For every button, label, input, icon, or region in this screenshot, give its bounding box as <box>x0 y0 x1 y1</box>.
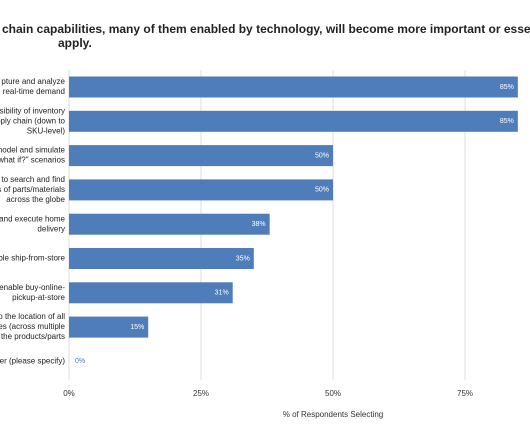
y-tick-label: SKU-level) <box>27 126 66 135</box>
x-tick-label: 0% <box>63 389 75 398</box>
bar <box>69 282 233 304</box>
value-label: 15% <box>130 324 144 331</box>
y-tick-label: to search and find <box>1 175 65 184</box>
value-label: 38% <box>252 221 266 228</box>
x-tick-label: 25% <box>193 389 209 398</box>
chart-title: apply. <box>58 36 92 50</box>
y-tick-label: pture and analyze <box>1 77 65 86</box>
chart-title: chain capabilities, many of them enabled… <box>2 22 530 36</box>
y-tick-label: what if?" scenarios <box>0 156 65 165</box>
value-label: 85% <box>500 84 514 91</box>
bar <box>69 110 518 132</box>
bar <box>69 248 254 269</box>
value-label: 31% <box>215 290 229 297</box>
y-tick-label: delivery <box>37 224 65 233</box>
y-tick-label: real-time demand <box>3 87 65 96</box>
x-axis-label: % of Respondents Selecting <box>283 410 384 419</box>
bar <box>69 76 518 98</box>
x-tick-label: 75% <box>457 389 473 398</box>
x-tick-label: 50% <box>325 389 341 398</box>
y-tick-label: across the globe <box>6 195 65 204</box>
y-tick-label: o the location of all <box>0 312 65 321</box>
bar <box>69 145 334 167</box>
bar <box>69 213 270 235</box>
y-tick-label: the products/parts <box>1 332 65 341</box>
y-tick-label: ble ship-from-store <box>0 254 66 263</box>
y-tick-label: pickup-at-store <box>12 293 65 302</box>
y-tick-label: sibility of inventory <box>0 106 65 115</box>
bar <box>69 179 334 201</box>
value-label: 50% <box>315 152 329 159</box>
y-tick-label: pply chain (down to <box>0 116 66 125</box>
y-tick-label: s of parts/materials <box>0 185 65 194</box>
value-label: 85% <box>500 118 514 125</box>
y-tick-label: and execute home <box>0 214 66 223</box>
y-tick-label: model and simulate <box>0 146 66 155</box>
bar <box>69 316 149 338</box>
y-tick-label: enable buy-online- <box>0 283 65 292</box>
value-label: 35% <box>236 255 250 262</box>
y-tick-label: er (please specify) <box>0 357 65 366</box>
value-label: 50% <box>315 187 329 194</box>
value-label: 0% <box>75 358 85 365</box>
y-tick-label: es (across multiple <box>0 322 66 331</box>
